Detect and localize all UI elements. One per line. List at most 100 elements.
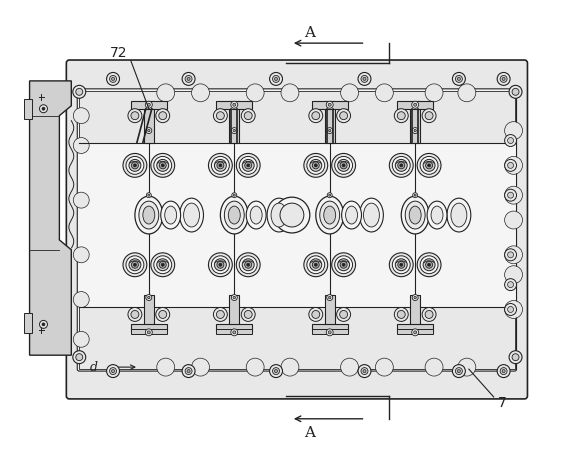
Bar: [312, 324, 347, 332]
Circle shape: [338, 259, 350, 271]
Circle shape: [394, 109, 408, 123]
Circle shape: [497, 365, 510, 378]
Ellipse shape: [220, 196, 248, 234]
Ellipse shape: [246, 201, 266, 229]
Circle shape: [244, 112, 252, 119]
Circle shape: [361, 368, 368, 374]
Circle shape: [148, 194, 150, 196]
Circle shape: [508, 137, 513, 144]
Circle shape: [455, 75, 462, 82]
Circle shape: [247, 263, 250, 266]
Circle shape: [458, 84, 476, 102]
Circle shape: [453, 365, 466, 378]
Circle shape: [157, 84, 175, 102]
Circle shape: [239, 256, 257, 274]
Circle shape: [131, 261, 138, 268]
Ellipse shape: [451, 203, 467, 227]
Circle shape: [332, 253, 356, 277]
Circle shape: [457, 370, 461, 373]
Circle shape: [420, 156, 438, 174]
Circle shape: [274, 197, 310, 233]
Bar: [131, 330, 167, 335]
Circle shape: [247, 164, 250, 167]
Ellipse shape: [229, 206, 240, 224]
Ellipse shape: [267, 198, 291, 232]
Circle shape: [131, 310, 139, 318]
Circle shape: [412, 101, 419, 108]
Circle shape: [156, 308, 169, 321]
Circle shape: [395, 259, 407, 271]
Circle shape: [342, 164, 345, 167]
Circle shape: [233, 331, 236, 334]
Circle shape: [73, 291, 89, 308]
Ellipse shape: [364, 203, 379, 227]
Circle shape: [328, 296, 331, 299]
Circle shape: [191, 84, 209, 102]
Circle shape: [215, 259, 226, 271]
Circle shape: [182, 72, 195, 85]
Circle shape: [312, 310, 320, 318]
Circle shape: [39, 105, 47, 113]
Circle shape: [145, 101, 153, 108]
Circle shape: [232, 193, 237, 198]
Bar: [229, 295, 239, 332]
Circle shape: [157, 159, 169, 172]
Circle shape: [133, 263, 136, 266]
Circle shape: [397, 310, 405, 318]
Circle shape: [128, 308, 142, 321]
Circle shape: [42, 107, 45, 110]
Circle shape: [314, 263, 318, 266]
Text: 7: 7: [498, 396, 507, 410]
Circle shape: [363, 370, 366, 373]
Circle shape: [425, 358, 443, 376]
Circle shape: [327, 128, 333, 133]
Bar: [410, 101, 420, 142]
Ellipse shape: [316, 196, 343, 234]
Circle shape: [338, 159, 350, 172]
Circle shape: [508, 282, 513, 288]
Circle shape: [231, 329, 238, 336]
Circle shape: [425, 310, 433, 318]
Circle shape: [129, 159, 141, 172]
Circle shape: [161, 164, 164, 167]
Circle shape: [187, 77, 190, 80]
Circle shape: [390, 154, 413, 177]
Text: A: A: [305, 426, 315, 440]
Circle shape: [182, 365, 195, 378]
Circle shape: [508, 163, 513, 168]
Circle shape: [504, 159, 516, 172]
Bar: [397, 324, 433, 332]
Bar: [79, 308, 515, 369]
Circle shape: [270, 365, 283, 378]
Circle shape: [457, 77, 461, 80]
Circle shape: [281, 84, 299, 102]
Ellipse shape: [447, 198, 471, 232]
Circle shape: [504, 304, 516, 316]
Circle shape: [242, 159, 254, 172]
Circle shape: [337, 308, 351, 321]
Circle shape: [212, 156, 229, 174]
Circle shape: [414, 129, 417, 132]
Circle shape: [73, 108, 89, 123]
Ellipse shape: [165, 206, 177, 224]
Circle shape: [244, 310, 252, 318]
Circle shape: [216, 112, 225, 119]
Circle shape: [310, 159, 321, 172]
Circle shape: [398, 261, 405, 268]
Circle shape: [309, 109, 323, 123]
Circle shape: [422, 109, 436, 123]
Circle shape: [73, 247, 89, 263]
Circle shape: [340, 261, 347, 268]
Bar: [216, 101, 252, 109]
Circle shape: [337, 109, 351, 123]
Circle shape: [363, 77, 366, 80]
Circle shape: [425, 84, 443, 102]
Circle shape: [208, 154, 233, 177]
Bar: [325, 101, 334, 142]
Circle shape: [126, 256, 144, 274]
Circle shape: [420, 256, 438, 274]
Circle shape: [339, 310, 347, 318]
Circle shape: [376, 358, 394, 376]
Circle shape: [427, 164, 431, 167]
Circle shape: [233, 129, 235, 132]
